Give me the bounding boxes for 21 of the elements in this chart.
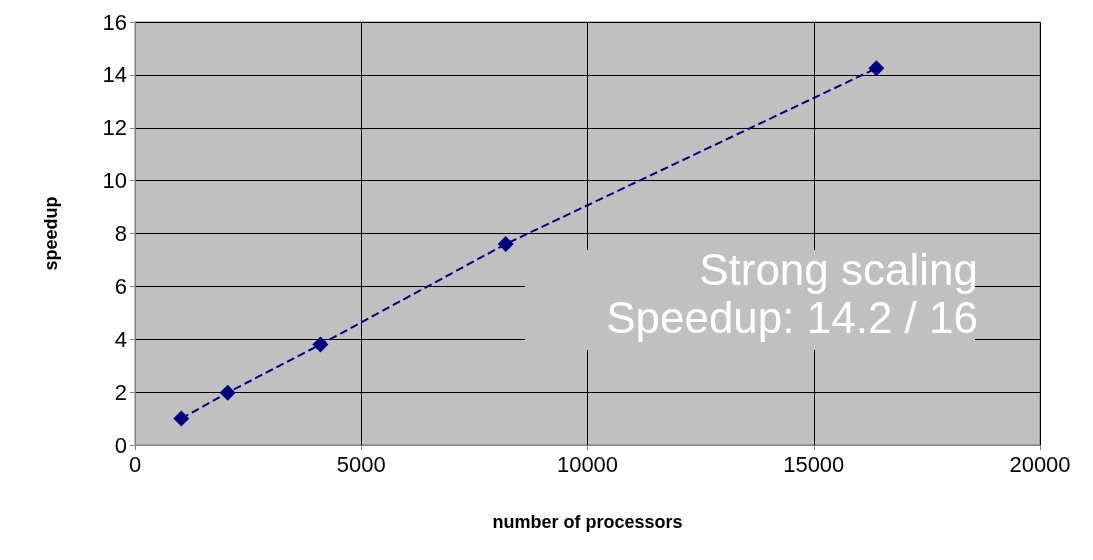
y-tick-label: 10 bbox=[102, 168, 127, 194]
x-tick-label: 15000 bbox=[783, 451, 845, 477]
y-tick-label: 6 bbox=[114, 273, 127, 299]
point bbox=[312, 336, 329, 353]
annotation: Strong scaling bbox=[699, 244, 978, 294]
x-tick-label: 20000 bbox=[1009, 451, 1071, 477]
point bbox=[868, 60, 885, 77]
y-tick-label: 14 bbox=[102, 62, 127, 88]
y-tick-label: 0 bbox=[114, 432, 127, 458]
y-tick-label: 4 bbox=[114, 326, 127, 352]
y-tick-label: 8 bbox=[114, 221, 127, 246]
point bbox=[219, 384, 236, 401]
x-tick-label: 5000 bbox=[336, 451, 386, 477]
x-axis-title: number of processors bbox=[492, 512, 683, 532]
y-tick-label: 16 bbox=[102, 9, 127, 35]
y-tick-label: 12 bbox=[102, 115, 127, 141]
y-tick-label: 2 bbox=[114, 379, 127, 405]
point bbox=[497, 236, 514, 253]
y-axis-title: speedup bbox=[41, 196, 61, 271]
x-tick-label: 10000 bbox=[556, 451, 619, 477]
point bbox=[173, 410, 190, 427]
